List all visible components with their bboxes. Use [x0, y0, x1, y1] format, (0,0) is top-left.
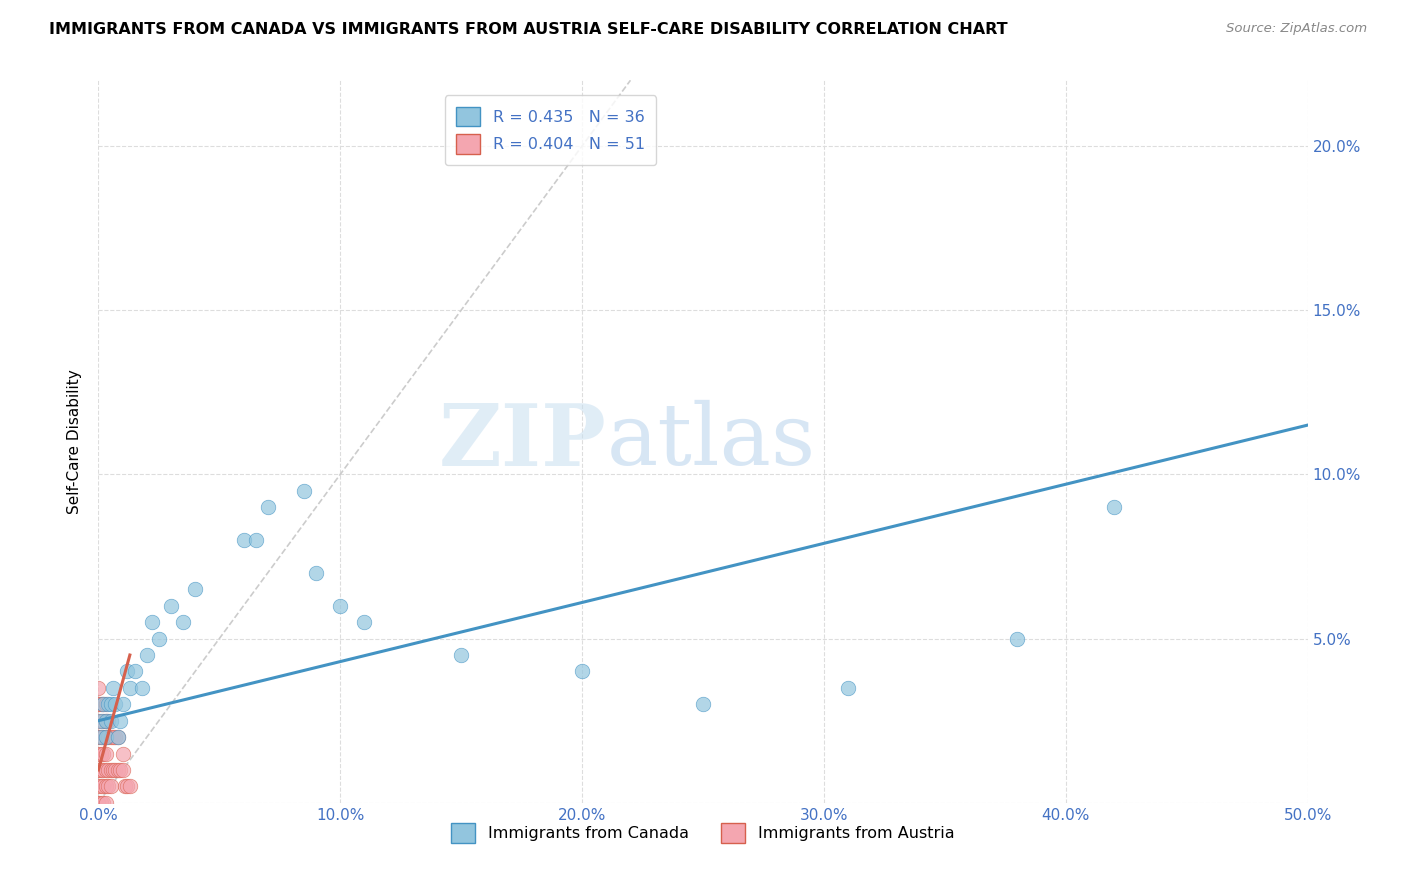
- Point: [94, 763, 117, 777]
- Point: [450, 648, 472, 662]
- Point: [87, 763, 110, 777]
- Point: [100, 763, 122, 777]
- Point: [104, 763, 127, 777]
- Point: [571, 665, 593, 679]
- Point: [118, 780, 141, 794]
- Point: [117, 665, 139, 679]
- Point: [87, 698, 110, 712]
- Point: [97, 780, 120, 794]
- Point: [87, 763, 110, 777]
- Point: [107, 730, 129, 744]
- Point: [87, 747, 110, 761]
- Point: [108, 763, 131, 777]
- Point: [245, 533, 267, 547]
- Point: [837, 681, 859, 695]
- Point: [160, 599, 183, 613]
- Point: [90, 796, 112, 810]
- Point: [101, 763, 124, 777]
- Point: [90, 698, 112, 712]
- Y-axis label: Self-Care Disability: Self-Care Disability: [67, 369, 83, 514]
- Point: [94, 730, 117, 744]
- Point: [104, 730, 127, 744]
- Legend: Immigrants from Canada, Immigrants from Austria: Immigrants from Canada, Immigrants from …: [446, 817, 960, 849]
- Point: [111, 698, 134, 712]
- Point: [111, 763, 134, 777]
- Point: [1102, 500, 1125, 515]
- Point: [232, 533, 254, 547]
- Point: [107, 730, 129, 744]
- Point: [141, 615, 163, 630]
- Point: [100, 780, 122, 794]
- Point: [91, 796, 114, 810]
- Point: [91, 698, 114, 712]
- Point: [148, 632, 170, 646]
- Point: [91, 747, 114, 761]
- Point: [90, 763, 112, 777]
- Point: [91, 730, 114, 744]
- Point: [117, 780, 139, 794]
- Point: [108, 714, 131, 728]
- Point: [94, 796, 117, 810]
- Point: [172, 615, 194, 630]
- Text: ZIP: ZIP: [439, 400, 606, 483]
- Point: [100, 730, 122, 744]
- Point: [184, 582, 207, 597]
- Point: [101, 730, 124, 744]
- Point: [90, 714, 112, 728]
- Point: [292, 483, 315, 498]
- Point: [97, 730, 120, 744]
- Point: [101, 681, 124, 695]
- Point: [94, 747, 117, 761]
- Point: [118, 681, 141, 695]
- Point: [97, 698, 120, 712]
- Point: [114, 780, 136, 794]
- Point: [87, 730, 110, 744]
- Point: [87, 681, 110, 695]
- Point: [91, 714, 114, 728]
- Point: [100, 714, 122, 728]
- Point: [104, 698, 127, 712]
- Text: atlas: atlas: [606, 400, 815, 483]
- Point: [90, 730, 112, 744]
- Point: [87, 780, 110, 794]
- Point: [131, 681, 153, 695]
- Point: [94, 780, 117, 794]
- Point: [256, 500, 278, 515]
- Point: [94, 714, 117, 728]
- Point: [91, 780, 114, 794]
- Text: Source: ZipAtlas.com: Source: ZipAtlas.com: [1226, 22, 1367, 36]
- Point: [94, 730, 117, 744]
- Point: [90, 780, 112, 794]
- Point: [90, 730, 112, 744]
- Point: [107, 763, 129, 777]
- Point: [329, 599, 352, 613]
- Point: [305, 566, 328, 580]
- Point: [100, 698, 122, 712]
- Point: [124, 665, 146, 679]
- Point: [90, 747, 112, 761]
- Point: [353, 615, 375, 630]
- Point: [94, 698, 117, 712]
- Point: [87, 730, 110, 744]
- Point: [97, 763, 120, 777]
- Text: IMMIGRANTS FROM CANADA VS IMMIGRANTS FROM AUSTRIA SELF-CARE DISABILITY CORRELATI: IMMIGRANTS FROM CANADA VS IMMIGRANTS FRO…: [49, 22, 1008, 37]
- Point: [87, 796, 110, 810]
- Point: [87, 698, 110, 712]
- Point: [97, 714, 120, 728]
- Point: [692, 698, 714, 712]
- Point: [111, 747, 134, 761]
- Point: [87, 714, 110, 728]
- Point: [1007, 632, 1029, 646]
- Point: [91, 698, 114, 712]
- Point: [135, 648, 157, 662]
- Point: [87, 796, 110, 810]
- Point: [91, 763, 114, 777]
- Point: [94, 714, 117, 728]
